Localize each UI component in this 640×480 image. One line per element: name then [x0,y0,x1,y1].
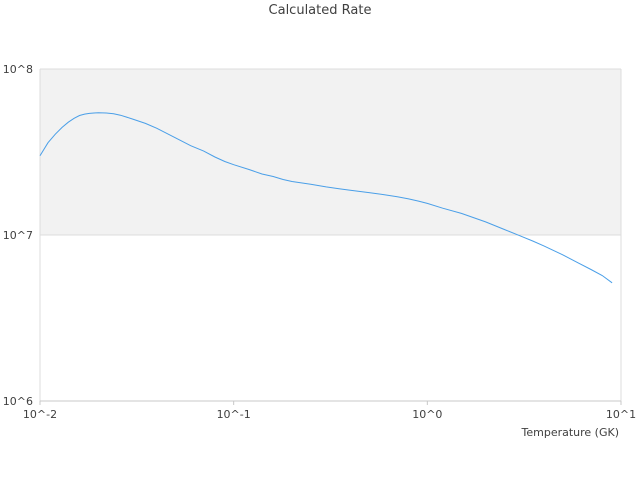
x-tick-label: 10^-2 [23,408,57,421]
series-line [39,112,613,284]
x-tick-label: 10^0 [412,408,442,421]
y-tick-label: 10^8 [3,63,33,76]
y-tick-label: 10^7 [3,229,33,242]
chart-title: Calculated Rate [268,3,372,18]
y-tick-label: 10^6 [3,395,33,408]
x-tick-label: 10^1 [606,408,636,421]
x-tick-label: 10^-1 [217,408,251,421]
x-axis-label: Temperature (GK) [521,426,620,439]
shaded-band [40,69,621,235]
